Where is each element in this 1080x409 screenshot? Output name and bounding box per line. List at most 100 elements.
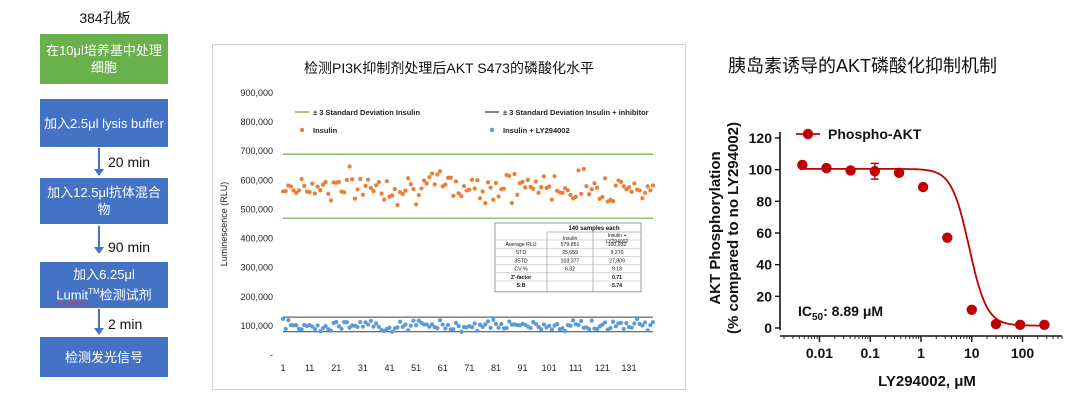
data-point <box>328 198 334 203</box>
data-point <box>504 325 509 331</box>
data-point <box>602 320 608 325</box>
data-point <box>610 319 616 324</box>
data-point <box>917 181 929 193</box>
flow-step-text: 加入2.5μl lysis buffer <box>44 115 164 131</box>
data-point <box>485 319 491 324</box>
flow-step-antibody: 加入12.5μl抗体混合物 <box>40 178 168 224</box>
x-tick-label: 31 <box>358 363 368 373</box>
data-point <box>525 177 530 182</box>
x-tick-label: 101 <box>542 363 557 373</box>
legend-label: ± 3 Standard Deviation Insulin + inhibit… <box>503 108 649 117</box>
legend-swatch <box>299 127 305 133</box>
flow-step-text: 加入12.5μl抗体混合物 <box>47 185 161 217</box>
data-point <box>512 171 517 177</box>
data-point <box>395 325 400 330</box>
data-point <box>613 183 618 188</box>
data-point <box>395 202 400 208</box>
data-point <box>416 192 421 198</box>
data-point <box>280 316 286 321</box>
y-tick-label: 900,000 <box>240 88 273 98</box>
data-point <box>376 180 381 185</box>
flow-step-text: 加入6.25μl <box>73 267 135 283</box>
dose-response-title: 胰岛素诱导的AKT磷酸化抑制机制 <box>728 56 998 76</box>
data-point <box>496 325 501 330</box>
data-point <box>283 188 288 194</box>
data-point <box>576 168 581 173</box>
data-point <box>326 191 331 196</box>
data-point <box>589 187 594 192</box>
data-point <box>451 327 456 332</box>
y-axis-label-2: (% compared to no LY294002) <box>725 122 742 334</box>
ic50-annotation: IC50: 8.89 μM <box>798 303 883 323</box>
stats-table-header: 140 samples each <box>568 226 619 232</box>
data-point <box>456 191 461 196</box>
y-tick-label: 500,000 <box>240 204 273 214</box>
ic50-label: IC <box>798 303 812 319</box>
ic50-value: : 8.89 μM <box>823 303 883 319</box>
stats-col-header: LY294002 <box>606 239 629 245</box>
data-point <box>547 323 552 328</box>
flow-title: 384孔板 <box>79 10 131 26</box>
y-tick-label: 60 <box>756 225 772 241</box>
data-point <box>461 183 467 189</box>
flow-step-text: 在10μl培养基中处理细胞 <box>46 43 162 75</box>
y-tick-label: 100 <box>749 162 773 178</box>
data-point <box>602 176 608 181</box>
data-point <box>541 322 546 327</box>
data-point <box>320 182 326 187</box>
data-point <box>496 194 501 199</box>
data-point <box>294 323 299 328</box>
data-point <box>323 324 328 329</box>
legend-swatch <box>489 127 495 133</box>
stats-cell: 0.71 <box>612 275 622 281</box>
stats-cell: 103,377 <box>561 258 580 264</box>
trademark: TM <box>88 287 100 297</box>
data-point <box>966 304 977 315</box>
stats-cell: 9.18 <box>612 267 622 273</box>
data-point <box>637 188 642 193</box>
data-point <box>477 196 483 201</box>
data-point <box>563 329 568 334</box>
stats-cell: 5.74 <box>612 283 622 289</box>
data-point <box>358 319 363 325</box>
data-point <box>613 324 618 329</box>
y-tick-label: 200,000 <box>240 292 273 302</box>
x-tick-label: 10 <box>964 345 980 361</box>
data-point <box>299 176 304 182</box>
data-point <box>475 178 480 183</box>
data-point <box>595 185 600 190</box>
data-point <box>352 196 357 201</box>
data-point <box>453 320 459 326</box>
legend-label: Insulin <box>313 126 338 135</box>
stats-cell: 25,659 <box>562 250 578 256</box>
data-point <box>491 317 496 322</box>
data-point <box>288 184 294 189</box>
stats-row-label: S:B <box>517 283 526 289</box>
data-point <box>360 192 365 197</box>
data-point <box>315 323 320 328</box>
legend-label: Insulin + LY294002 <box>503 126 570 135</box>
data-point <box>618 320 624 325</box>
data-point <box>429 171 435 176</box>
data-point <box>539 327 544 332</box>
data-point <box>429 322 435 327</box>
y-tick-label: 20 <box>756 288 772 304</box>
data-point <box>424 181 429 186</box>
data-point <box>533 179 538 184</box>
data-point <box>549 197 554 202</box>
data-point <box>448 175 453 180</box>
data-point <box>579 191 584 196</box>
stats-col-header: Insulin <box>563 236 578 242</box>
data-point <box>480 324 485 329</box>
y-tick-label: 40 <box>756 257 772 273</box>
flow-step-text-line: LumitTM检测试剂 <box>56 283 151 303</box>
flow-step-text: 检测发光信号 <box>64 349 143 365</box>
y-tick-label: 100,000 <box>240 321 273 331</box>
stats-cell: 27,809 <box>609 258 625 264</box>
data-point <box>413 202 419 207</box>
data-point <box>467 187 472 192</box>
data-point <box>645 184 650 189</box>
data-point <box>283 326 288 332</box>
chart-title: 检测PI3K抑制剂处理后AKT S473的磷酸化水平 <box>304 60 594 76</box>
x-tick-label: 51 <box>411 363 421 373</box>
